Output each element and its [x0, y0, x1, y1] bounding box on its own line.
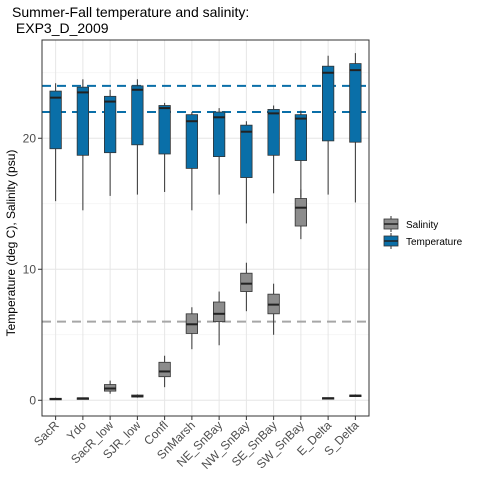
- legend-label-temperature: Temperature: [406, 237, 463, 248]
- box-temperature: [294, 114, 307, 161]
- box-salinity: [213, 301, 226, 323]
- legend: Salinity Temperature: [383, 216, 463, 249]
- box-temperature: [49, 90, 62, 150]
- box-temperature: [131, 85, 144, 146]
- y-tick-label: 10: [23, 262, 37, 276]
- box-temperature: [267, 109, 280, 156]
- box-temperature: [322, 65, 335, 142]
- legend-label-salinity: Salinity: [406, 220, 438, 231]
- box-temperature: [185, 114, 198, 169]
- box-salinity: [158, 361, 171, 378]
- y-tick-label: 20: [23, 131, 37, 145]
- y-axis-label: Temperature (deg C), Salinity (psu): [4, 150, 18, 337]
- box-temperature: [240, 124, 253, 178]
- box-salinity: [294, 198, 307, 227]
- panel-border: [41, 39, 370, 417]
- box-temperature: [76, 86, 89, 156]
- y-tick-label: 0: [29, 393, 36, 407]
- chart-title: Summer-Fall temperature and salinity:: [12, 4, 249, 20]
- box-temperature: [349, 63, 362, 143]
- box-temperature: [213, 111, 226, 157]
- x-tick-label: SacR: [31, 418, 62, 449]
- box-salinity: [240, 272, 253, 292]
- box-temperature: [104, 95, 117, 154]
- box-temperature: [158, 105, 171, 155]
- chart-subtitle: EXP3_D_2009: [12, 20, 109, 36]
